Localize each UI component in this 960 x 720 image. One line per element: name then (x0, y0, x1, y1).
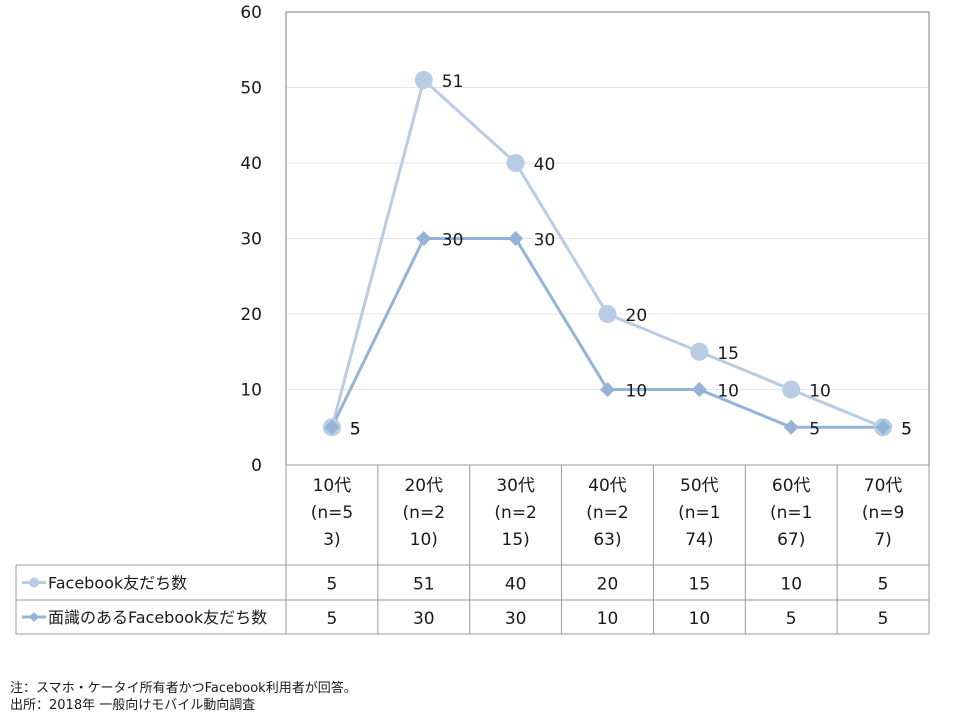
x-tick-label: 10代 (313, 476, 352, 496)
x-tick-label: 3) (323, 530, 340, 550)
x-tick-label: (n=2 (586, 503, 628, 523)
table-value: 5 (878, 575, 889, 595)
x-tick-label: 63) (593, 530, 621, 550)
data-label: 5 (901, 419, 912, 439)
table-value: 5 (327, 609, 338, 629)
data-point (598, 305, 617, 323)
table-value: 5 (786, 609, 797, 629)
data-table: 10代 (n=5 3) 20代 (n=2 10) 30代 (n=2 15) 40代 (n=2 63) 5… (15, 464, 930, 635)
x-tick-label: 30代 (496, 476, 535, 496)
gridlines (285, 11, 930, 466)
source-note: 出所：2018年 一般向けモバイル動向調査 (10, 698, 256, 713)
table-value: 51 (413, 575, 435, 595)
x-tick-label: 7) (874, 530, 891, 550)
data-label: 5 (350, 419, 361, 439)
data-label: 10 (809, 382, 831, 402)
y-axis: 0 10 20 30 40 50 60 (240, 3, 262, 476)
data-point (691, 382, 707, 397)
x-tick-label: (n=2 (494, 503, 536, 523)
x-tick-label: (n=1 (770, 503, 812, 523)
table-value: 15 (689, 575, 711, 595)
data-point (506, 154, 525, 172)
y-tick-label: 30 (240, 230, 262, 250)
data-label: 15 (717, 344, 739, 364)
x-tick-label: 67) (777, 530, 805, 550)
table-value: 30 (505, 609, 527, 629)
legend-key-marker (29, 577, 39, 588)
series-markers (322, 70, 893, 437)
data-point (875, 419, 891, 435)
data-label: 5 (350, 419, 361, 439)
footnote: 注：スマホ・ケータイ所有者かつFacebook利用者が回答。 (10, 681, 357, 696)
y-tick-label: 60 (240, 3, 262, 23)
x-tick-label: 15) (502, 530, 530, 550)
y-tick-label: 50 (240, 79, 262, 99)
data-label: 10 (626, 382, 648, 402)
data-point (324, 419, 340, 435)
x-tick-label: 40代 (588, 476, 627, 496)
y-tick-label: 0 (251, 456, 262, 476)
table-value: 10 (780, 575, 802, 595)
x-tick-label: (n=2 (403, 503, 445, 523)
data-label: 5 (901, 419, 912, 439)
y-tick-label: 40 (240, 154, 262, 174)
legend-label: Facebook友だち数 (48, 574, 187, 593)
series-lines (330, 78, 884, 429)
data-label: 20 (626, 306, 648, 326)
table-value: 40 (505, 575, 527, 595)
x-tick-label: 50代 (680, 476, 719, 496)
data-point (782, 380, 801, 399)
line-chart: 0 10 20 30 40 50 60 5 51 40 20 15 10 5 5 30 30 10 10 5 5 10… (15, 3, 930, 635)
data-label: 51 (442, 72, 464, 92)
table-value: 10 (597, 609, 619, 629)
series-line-2 (330, 237, 884, 429)
x-tick-label: 60代 (772, 476, 811, 496)
legend-label: 面識のあるFacebook友だち数 (48, 608, 267, 627)
data-point (414, 70, 433, 89)
data-label: 30 (442, 231, 464, 251)
table-value: 30 (413, 609, 435, 629)
x-tick-label: 74) (685, 530, 713, 550)
data-point (690, 342, 709, 361)
x-tick-label: (n=5 (311, 503, 353, 523)
table-value: 5 (327, 575, 338, 595)
data-label: 40 (534, 155, 556, 175)
data-label: 5 (809, 419, 820, 439)
data-label: 10 (717, 382, 739, 402)
data-point (600, 382, 615, 397)
series-line-1 (330, 78, 884, 429)
x-tick-label: 10) (410, 530, 438, 550)
y-tick-label: 20 (240, 305, 262, 325)
x-tick-label: (n=9 (862, 503, 904, 523)
data-point (783, 419, 799, 435)
x-tick-label: (n=1 (678, 503, 720, 523)
table-value: 5 (878, 609, 889, 629)
data-label: 30 (534, 231, 556, 251)
table-value: 20 (597, 575, 619, 595)
x-tick-label: 70代 (864, 476, 903, 496)
legend-key-marker (29, 612, 39, 622)
table-value: 10 (689, 609, 711, 629)
y-tick-label: 10 (240, 381, 262, 401)
data-point (508, 231, 524, 246)
data-point (416, 231, 432, 246)
x-tick-label: 20代 (404, 476, 443, 496)
